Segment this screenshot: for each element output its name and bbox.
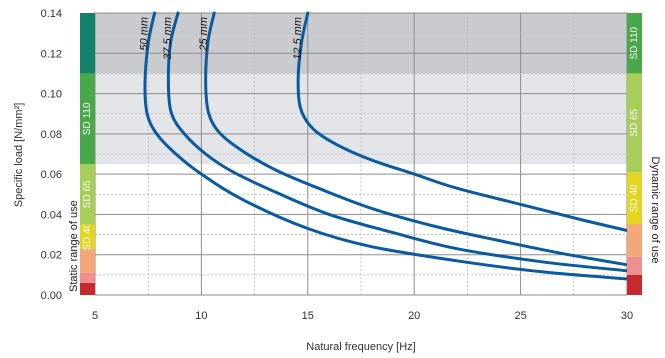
series-label: 12.5 mm	[292, 17, 304, 60]
series-line	[143, 11, 629, 281]
static-band	[80, 272, 95, 283]
dynamic-range-label: Dynamic range of use	[649, 157, 661, 264]
shaded-region	[95, 13, 627, 74]
x-tick-label: 10	[195, 310, 207, 322]
series-label: 37.5 mm	[162, 17, 174, 60]
series-line	[204, 11, 629, 267]
static-band-label: SD 40	[82, 222, 93, 250]
series-line	[296, 11, 629, 232]
series-label: 50 mm	[139, 17, 151, 51]
static-band	[80, 248, 95, 273]
series-line	[166, 11, 629, 273]
x-tick-label: 30	[621, 310, 633, 322]
y-tick-label: 0.10	[41, 89, 62, 101]
dynamic-band	[627, 13, 642, 74]
static-band-label: SD 110	[82, 102, 93, 135]
y-tick-label: 0.06	[41, 169, 62, 181]
y-tick-label: 0.14	[41, 8, 62, 20]
y-tick-label: 0.02	[41, 250, 62, 262]
static-band	[80, 224, 95, 249]
y-axis-label: Specific load [N/mm²]	[13, 103, 25, 208]
static-band	[80, 73, 95, 165]
x-tick-label: 20	[408, 310, 420, 322]
y-tick-label: 0.12	[41, 48, 62, 60]
y-tick-label: 0.08	[41, 129, 62, 141]
x-tick-label: 15	[302, 310, 314, 322]
dynamic-band	[627, 172, 642, 225]
x-axis-label: Natural frequency [Hz]	[306, 341, 415, 353]
dynamic-band	[627, 256, 642, 275]
x-tick-label: 5	[92, 310, 98, 322]
dynamic-band-label: SD 65	[629, 108, 640, 136]
y-tick-label: 0.04	[41, 209, 62, 221]
static-band	[80, 13, 95, 74]
dynamic-band-label: SD 40	[629, 184, 640, 212]
static-band	[80, 282, 95, 295]
y-tick-label: 0.00	[41, 290, 62, 302]
static-band	[80, 164, 95, 225]
dynamic-band	[627, 224, 642, 257]
series-label: 25 mm	[198, 17, 210, 52]
static-range-label: Static range of use	[68, 200, 80, 292]
dynamic-band-label: SD 110	[629, 26, 640, 59]
dynamic-band	[627, 73, 642, 173]
x-tick-label: 25	[514, 310, 526, 322]
static-band-label: SD 65	[82, 180, 93, 208]
dynamic-band	[627, 274, 642, 295]
